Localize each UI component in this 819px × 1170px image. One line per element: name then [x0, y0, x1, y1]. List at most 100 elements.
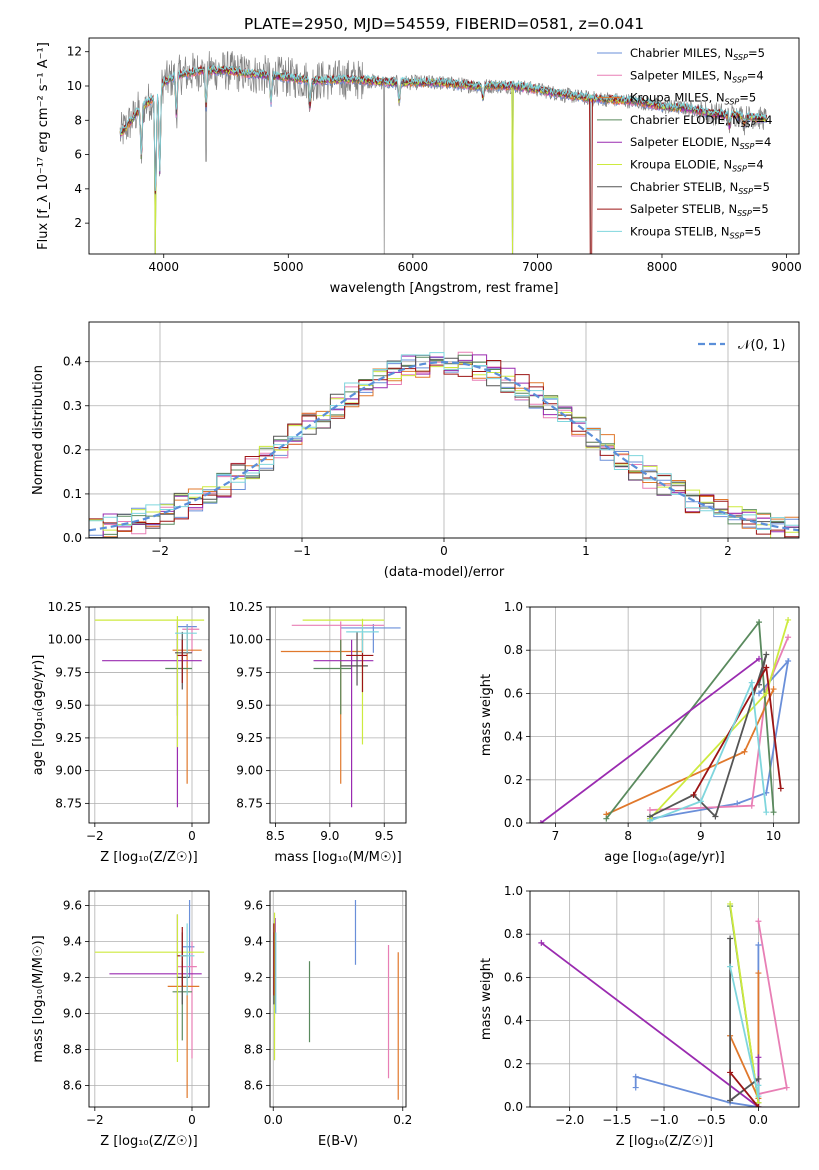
y-tick-label: 12 — [67, 45, 82, 59]
y-tick-label: 9.50 — [236, 698, 263, 712]
y-tick-label: 0.2 — [504, 773, 523, 787]
weight-marker — [538, 939, 545, 946]
weight-marker — [755, 918, 762, 925]
axes-frame — [269, 606, 407, 824]
data-point — [174, 626, 197, 653]
x-tick-label: 9.0 — [320, 829, 339, 843]
axes-frame — [269, 890, 407, 1108]
plot-area — [94, 900, 205, 1098]
weight-marker — [690, 791, 697, 798]
weight-series — [729, 1071, 760, 1107]
axes-mass_vs_EBV: 0.0 0.2 8.6 8.8 9.0 9.2 9.4 9.6 E(B-V) — [244, 890, 412, 1149]
data-point — [302, 618, 385, 745]
y-tick-label: 8.8 — [63, 1042, 82, 1056]
y-tick-label: 9.25 — [55, 731, 82, 745]
weight-marker — [763, 809, 770, 816]
weight-marker — [632, 1084, 639, 1091]
y-tick-label: 9.4 — [63, 934, 82, 948]
weight-marker — [777, 785, 784, 792]
x-tick-label: −2 — [86, 1113, 104, 1127]
x-axis-label: mass [log₁₀(M/M☉)] — [274, 850, 401, 865]
axes-frame — [88, 37, 800, 255]
axes-weights_vs_age: 7 8 9 10 0.0 0.2 0.4 0.6 0.8 1.0 age [log₁₀(age/yr… — [479, 600, 800, 865]
x-tick-label: 4000 — [148, 260, 179, 274]
weight-marker — [785, 616, 792, 623]
x-tick-label: 0.2 — [393, 1113, 412, 1127]
weight-marker — [763, 651, 770, 658]
y-tick-label: 8.6 — [63, 1078, 82, 1092]
data-point — [182, 900, 195, 978]
plot-area — [273, 900, 399, 1100]
weight-marker — [770, 809, 777, 816]
y-tick-label: 8.6 — [244, 1078, 263, 1092]
data-point — [346, 626, 379, 653]
x-axis-label: age [log₁₀(age/yr)] — [604, 850, 725, 865]
weight-marker — [756, 690, 763, 697]
legend-entry: Kroupa ELODIE, NSSP=4 — [630, 158, 764, 174]
y-axis-label: mass [log₁₀(M/M☉)] — [31, 935, 46, 1062]
histogram-series — [89, 352, 799, 538]
y-tick-label: 0.4 — [63, 355, 82, 369]
weight-marker — [748, 679, 755, 686]
y-tick-label: 0.6 — [504, 686, 523, 700]
data-point — [94, 616, 205, 748]
weight-marker — [755, 1093, 762, 1100]
legend-entry: Salpeter STELIB, NSSP=5 — [630, 202, 769, 218]
weight-series — [649, 679, 768, 822]
y-tick-label: 0.2 — [63, 443, 82, 457]
data-point — [165, 631, 192, 716]
spectrum-legend: Chabrier MILES, NSSP=5 Salpeter MILES, NS… — [597, 46, 772, 240]
y-tick-label: 9.00 — [236, 764, 263, 778]
y-axis-label: mass weight — [479, 674, 494, 756]
weight-marker — [603, 815, 610, 822]
y-axis-label: mass weight — [479, 958, 494, 1040]
y-tick-label: 8.8 — [244, 1042, 263, 1056]
weight-marker — [756, 655, 763, 662]
data-point — [340, 624, 401, 653]
x-axis-label: Z [log₁₀(Z/Z☉)] — [100, 850, 197, 865]
weight-series — [729, 903, 760, 1103]
weight-marker — [763, 664, 770, 671]
legend-entry: Chabrier MILES, NSSP=5 — [630, 46, 765, 62]
y-axis-label: Flux [f_λ 10⁻¹⁷ erg cm⁻² s⁻¹ A⁻¹] — [36, 42, 51, 250]
x-tick-label: 9.5 — [375, 829, 394, 843]
weight-marker — [756, 619, 763, 626]
x-tick-label: 1 — [582, 544, 590, 558]
x-axis-label: Z [log₁₀(Z/Z☉)] — [100, 1134, 197, 1149]
weight-marker — [755, 970, 762, 977]
y-tick-label: 0.8 — [504, 927, 523, 941]
x-tick-label: 7 — [552, 829, 560, 843]
x-tick-label: 0.0 — [749, 1113, 768, 1127]
y-tick-label: 10.25 — [48, 600, 82, 614]
axes-age_vs_Z: −2 0 8.75 9.00 9.25 9.50 9.75 10.00 10.25 Z [log₁… — [31, 600, 210, 865]
data-point — [182, 626, 200, 653]
y-tick-label: 0.0 — [504, 816, 523, 830]
legend-entry: Chabrier ELODIE, NSSP=4 — [630, 113, 772, 129]
weight-marker — [755, 1104, 762, 1107]
x-tick-label: 0 — [440, 544, 448, 558]
x-tick-label: 7000 — [522, 260, 553, 274]
axes-frame — [88, 321, 800, 539]
legend-entry: Kroupa MILES, NSSP=5 — [630, 91, 756, 107]
weight-marker — [748, 802, 755, 809]
y-tick-label: 10 — [67, 79, 82, 93]
data-point — [177, 639, 188, 683]
y-tick-label: 9.6 — [63, 898, 82, 912]
weight-marker — [727, 935, 734, 942]
x-tick-label: 8.5 — [266, 829, 285, 843]
weight-marker — [755, 1075, 762, 1082]
y-tick-label: 9.00 — [55, 764, 82, 778]
x-tick-label: 8000 — [647, 260, 678, 274]
x-tick-label: −1 — [293, 544, 311, 558]
x-tick-label: 6000 — [398, 260, 429, 274]
x-tick-label: 9000 — [771, 260, 802, 274]
y-tick-label: 2 — [74, 216, 82, 230]
plot-area — [89, 351, 799, 538]
weight-marker — [783, 1084, 790, 1091]
y-tick-label: 6 — [74, 148, 82, 162]
x-tick-label: 0 — [188, 1113, 196, 1127]
x-tick-label: 8 — [624, 829, 632, 843]
y-tick-label: 9.0 — [63, 1006, 82, 1020]
y-tick-label: 10.00 — [48, 633, 82, 647]
